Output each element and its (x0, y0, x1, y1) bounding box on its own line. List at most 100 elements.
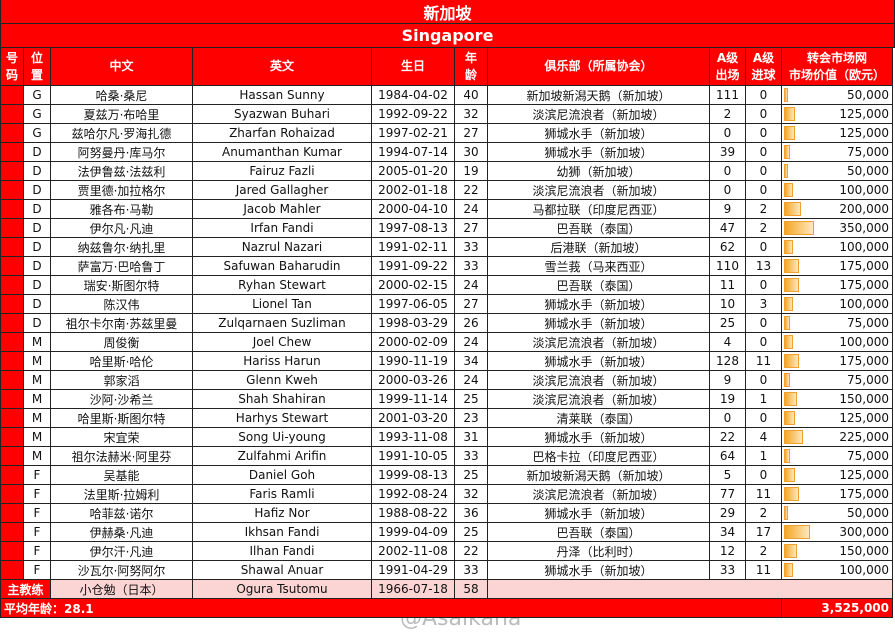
goals: 3 (746, 295, 782, 314)
age: 32 (455, 105, 488, 124)
name-en: Joel Chew (193, 333, 372, 352)
club: 新加坡新潟天鹅（新加坡） (488, 466, 710, 485)
number-cell (0, 162, 24, 181)
name-cn: 哈里斯·哈伦 (51, 352, 193, 371)
market-value: 175,000 (782, 257, 893, 276)
market-value: 150,000 (782, 390, 893, 409)
club: 马都拉联（印度尼西亚） (488, 200, 710, 219)
value-bar (784, 430, 804, 444)
goals: 0 (746, 466, 782, 485)
market-value: 100,000 (782, 238, 893, 257)
number-cell (0, 219, 24, 238)
value-bar (784, 183, 793, 197)
goals: 13 (746, 257, 782, 276)
position: M (24, 409, 51, 428)
name-cn: 雅各布·马勒 (51, 200, 193, 219)
caps: 12 (710, 542, 746, 561)
name-cn: 哈桑·桑尼 (51, 86, 193, 105)
club: 狮城水手（新加坡） (488, 428, 710, 447)
value-bar (784, 354, 799, 368)
age: 24 (455, 200, 488, 219)
club: 巴吾联（泰国） (488, 523, 710, 542)
club: 新加坡新潟天鹅（新加坡） (488, 86, 710, 105)
club: 淡滨尼流浪者（新加坡） (488, 390, 710, 409)
subtitle: Singapore (0, 24, 895, 48)
number-cell (0, 542, 24, 561)
number-cell (0, 257, 24, 276)
name-en: Nazrul Nazari (193, 238, 372, 257)
market-value: 225,000 (782, 428, 893, 447)
name-en: Irfan Fandi (193, 219, 372, 238)
birth-date: 1997-08-13 (372, 219, 455, 238)
goals: 2 (746, 504, 782, 523)
birth-date: 1997-02-21 (372, 124, 455, 143)
value-bar (784, 164, 789, 178)
name-cn: 吴基能 (51, 466, 193, 485)
market-value: 175,000 (782, 276, 893, 295)
position: M (24, 371, 51, 390)
name-en: Safuwan Baharudin (193, 257, 372, 276)
name-cn: 祖尔法赫米·阿里芬 (51, 447, 193, 466)
age: 33 (455, 447, 488, 466)
column-header: 号 码 (0, 48, 24, 86)
value-bar (784, 392, 797, 406)
goals: 0 (746, 124, 782, 143)
club: 狮城水手（新加坡） (488, 295, 710, 314)
caps: 2 (710, 105, 746, 124)
caps: 9 (710, 200, 746, 219)
name-cn: 伊赫桑·凡迪 (51, 523, 193, 542)
caps: 64 (710, 447, 746, 466)
number-cell (0, 105, 24, 124)
name-en: Syazwan Buhari (193, 105, 372, 124)
position: D (24, 257, 51, 276)
name-cn: 阿努曼丹·库马尔 (51, 143, 193, 162)
caps: 29 (710, 504, 746, 523)
birth-date: 1993-11-08 (372, 428, 455, 447)
name-en: Ilhan Fandi (193, 542, 372, 561)
age: 25 (455, 466, 488, 485)
position: D (24, 200, 51, 219)
number-cell (0, 390, 24, 409)
age: 27 (455, 124, 488, 143)
birth-date: 1992-08-24 (372, 485, 455, 504)
market-value: 125,000 (782, 105, 893, 124)
number-cell (0, 314, 24, 333)
name-en: Ikhsan Fandi (193, 523, 372, 542)
number-cell (0, 352, 24, 371)
goals: 2 (746, 542, 782, 561)
value-bar (784, 202, 802, 216)
column-header: 位 置 (24, 48, 51, 86)
value-bar (784, 335, 793, 349)
club: 幼狮（新加坡） (488, 162, 710, 181)
number-cell (0, 238, 24, 257)
position: M (24, 352, 51, 371)
birth-date: 2000-04-10 (372, 200, 455, 219)
name-en: Hafiz Nor (193, 504, 372, 523)
position: F (24, 561, 51, 580)
position: G (24, 124, 51, 143)
name-cn: 纳兹鲁尔·纳扎里 (51, 238, 193, 257)
coach-birth: 1966-07-18 (372, 580, 455, 599)
name-cn: 哈菲兹·诺尔 (51, 504, 193, 523)
birth-date: 1997-06-05 (372, 295, 455, 314)
caps: 4 (710, 333, 746, 352)
number-cell (0, 561, 24, 580)
age: 33 (455, 238, 488, 257)
birth-date: 2002-01-18 (372, 181, 455, 200)
number-cell (0, 276, 24, 295)
number-cell (0, 181, 24, 200)
number-cell (0, 523, 24, 542)
caps: 0 (710, 162, 746, 181)
position: D (24, 295, 51, 314)
club: 狮城水手（新加坡） (488, 561, 710, 580)
value-bar (784, 240, 793, 254)
birth-date: 1991-04-29 (372, 561, 455, 580)
age: 40 (455, 86, 488, 105)
position: F (24, 466, 51, 485)
position: G (24, 86, 51, 105)
club: 雪兰莪（马来西亚） (488, 257, 710, 276)
value-bar (784, 316, 791, 330)
position: D (24, 143, 51, 162)
club: 淡滨尼流浪者（新加坡） (488, 181, 710, 200)
